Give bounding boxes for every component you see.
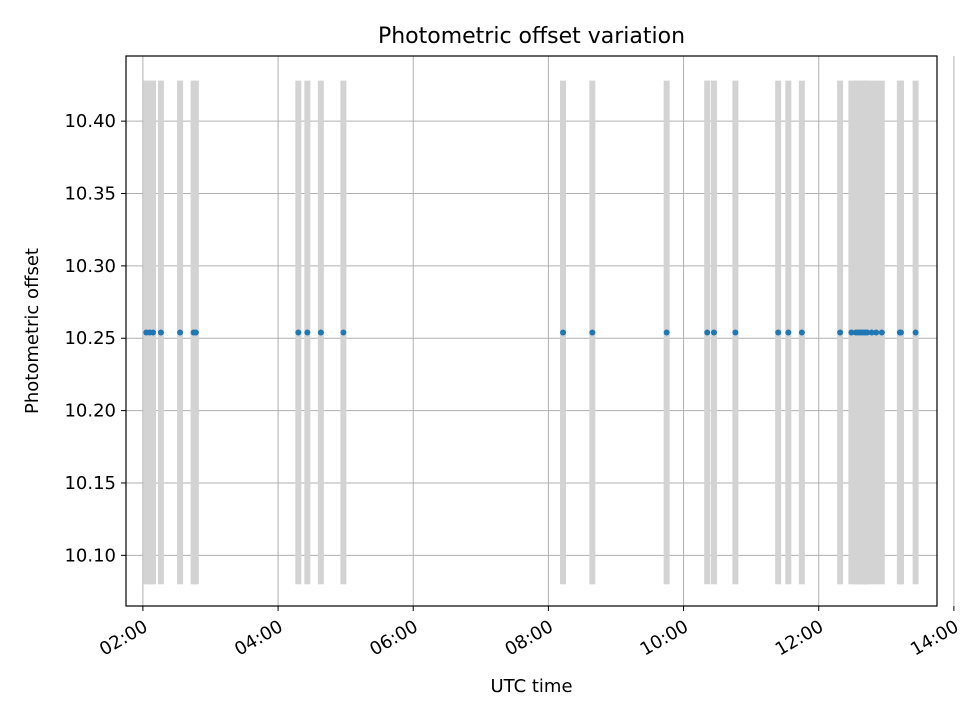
data-point bbox=[878, 329, 885, 336]
chart-title: Photometric offset variation bbox=[378, 24, 685, 49]
y-tick-label: 10.40 bbox=[64, 111, 116, 132]
data-point bbox=[912, 329, 919, 336]
x-tick-label: 08:00 bbox=[501, 616, 556, 660]
data-point bbox=[775, 329, 782, 336]
y-tick-label: 10.15 bbox=[64, 473, 116, 494]
data-point bbox=[848, 329, 855, 336]
x-axis-label: UTC time bbox=[490, 676, 572, 697]
x-tick-label: 06:00 bbox=[366, 616, 421, 660]
data-point bbox=[897, 329, 904, 336]
y-axis-ticks: 10.10 10.15 10.20 10.25 10.30 10.35 10.40 bbox=[64, 111, 126, 566]
y-tick-label: 10.35 bbox=[64, 184, 116, 205]
data-point bbox=[295, 329, 302, 336]
data-point bbox=[589, 329, 596, 336]
data-point bbox=[317, 329, 324, 336]
y-axis-label: Photometric offset bbox=[22, 248, 43, 414]
data-point bbox=[192, 329, 199, 336]
data-point bbox=[798, 329, 805, 336]
data-point bbox=[340, 329, 347, 336]
x-tick-label: 10:00 bbox=[637, 616, 692, 660]
y-tick-label: 10.30 bbox=[64, 256, 116, 277]
y-tick-label: 10.25 bbox=[64, 328, 116, 349]
data-point bbox=[150, 329, 157, 336]
data-point bbox=[157, 329, 164, 336]
x-tick-label: 14:00 bbox=[907, 616, 960, 660]
grid-lines bbox=[126, 56, 955, 606]
y-tick-label: 10.10 bbox=[64, 545, 116, 566]
data-point bbox=[785, 329, 792, 336]
x-tick-label: 02:00 bbox=[96, 616, 151, 660]
data-point bbox=[710, 329, 717, 336]
data-point bbox=[864, 329, 871, 336]
x-axis-ticks: 02:00 04:00 06:00 08:00 10:00 12:00 14:00 bbox=[96, 606, 960, 660]
data-point bbox=[304, 329, 311, 336]
y-tick-label: 10.20 bbox=[64, 401, 116, 422]
data-point bbox=[732, 329, 739, 336]
data-point bbox=[837, 329, 844, 336]
data-point bbox=[560, 329, 567, 336]
data-point bbox=[177, 329, 184, 336]
data-point bbox=[868, 329, 875, 336]
data-point bbox=[663, 329, 670, 336]
data-point bbox=[873, 329, 880, 336]
plot-frame bbox=[125, 55, 938, 607]
x-tick-label: 04:00 bbox=[231, 616, 286, 660]
data-point bbox=[704, 329, 711, 336]
x-tick-label: 12:00 bbox=[772, 616, 827, 660]
data-points bbox=[143, 329, 919, 336]
